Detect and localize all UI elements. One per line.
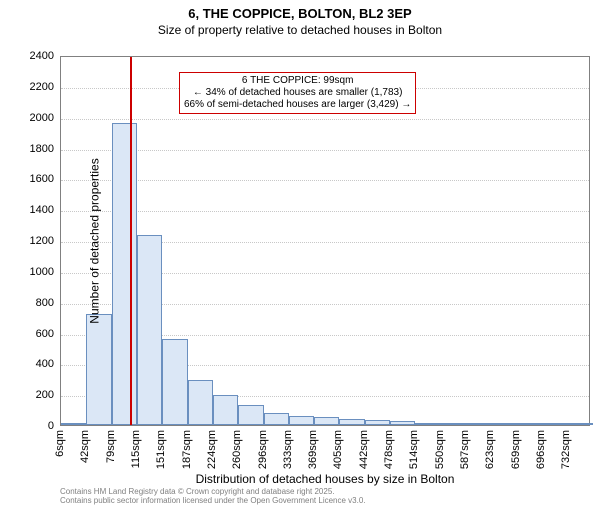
x-tick-label: 442sqm [358, 430, 370, 469]
y-tick-label: 1400 [14, 204, 54, 216]
x-tick-label: 659sqm [510, 430, 522, 469]
x-tick-label: 732sqm [560, 430, 572, 469]
histogram-bar [314, 417, 339, 425]
y-tick-label: 1800 [14, 143, 54, 155]
y-tick-label: 600 [14, 328, 54, 340]
histogram-bar [517, 423, 542, 425]
plot-box: 6 THE COPPICE: 99sqm← 34% of detached ho… [60, 56, 590, 426]
x-tick-label: 587sqm [459, 430, 471, 469]
histogram-bar [112, 123, 137, 425]
x-tick-label: 478sqm [383, 430, 395, 469]
x-tick-label: 6sqm [54, 430, 66, 457]
histogram-bar [441, 423, 466, 425]
y-tick-label: 400 [14, 358, 54, 370]
histogram-bar [238, 405, 263, 425]
grid-line [61, 211, 589, 212]
annotation-line: 66% of semi-detached houses are larger (… [184, 99, 411, 111]
histogram-bar [339, 419, 364, 425]
histogram-bar [264, 413, 289, 425]
y-axis-label: Number of detached properties [88, 158, 102, 323]
histogram-bar [466, 423, 491, 425]
histogram-bar [390, 421, 415, 425]
x-tick-label: 405sqm [332, 430, 344, 469]
histogram-bar [61, 423, 86, 425]
y-tick-label: 800 [14, 297, 54, 309]
x-tick-label: 187sqm [181, 430, 193, 469]
histogram-bar [567, 423, 592, 425]
y-tick-label: 2200 [14, 81, 54, 93]
reference-line [130, 57, 132, 425]
x-tick-label: 296sqm [257, 430, 269, 469]
x-tick-label: 151sqm [155, 430, 167, 469]
x-axis-label: Distribution of detached houses by size … [196, 472, 455, 486]
x-tick-label: 42sqm [79, 430, 91, 463]
x-tick-label: 550sqm [434, 430, 446, 469]
y-tick-label: 1000 [14, 266, 54, 278]
histogram-bar [289, 416, 314, 425]
histogram-bar [491, 423, 516, 425]
grid-line [61, 180, 589, 181]
annotation-title: 6 THE COPPICE: 99sqm [184, 75, 411, 87]
y-tick-label: 0 [14, 420, 54, 432]
x-tick-label: 696sqm [535, 430, 547, 469]
grid-line [61, 119, 589, 120]
histogram-bar [213, 395, 238, 425]
y-tick-label: 1600 [14, 173, 54, 185]
x-tick-label: 333sqm [282, 430, 294, 469]
y-tick-label: 200 [14, 389, 54, 401]
annotation-box: 6 THE COPPICE: 99sqm← 34% of detached ho… [179, 72, 416, 114]
annotation-line: ← 34% of detached houses are smaller (1,… [184, 87, 411, 99]
y-tick-label: 2400 [14, 50, 54, 62]
histogram-bar [188, 380, 213, 425]
chart-title: 6, THE COPPICE, BOLTON, BL2 3EP [0, 6, 600, 21]
y-tick-label: 1200 [14, 235, 54, 247]
plot-area: 6 THE COPPICE: 99sqm← 34% of detached ho… [60, 56, 590, 426]
footer-line: Contains public sector information licen… [60, 497, 366, 506]
y-tick-label: 2000 [14, 112, 54, 124]
chart-footer: Contains HM Land Registry data © Crown c… [60, 488, 366, 506]
x-tick-label: 514sqm [408, 430, 420, 469]
histogram-bar [365, 420, 390, 425]
histogram-bar [162, 339, 187, 425]
chart-subtitle: Size of property relative to detached ho… [0, 23, 600, 37]
grid-line [61, 150, 589, 151]
x-tick-label: 224sqm [206, 430, 218, 469]
x-tick-label: 369sqm [307, 430, 319, 469]
x-tick-label: 115sqm [130, 430, 142, 468]
histogram-bar [137, 235, 162, 425]
x-tick-label: 79sqm [105, 430, 117, 463]
x-tick-label: 623sqm [484, 430, 496, 469]
histogram-bar [415, 423, 440, 425]
x-tick-label: 260sqm [231, 430, 243, 469]
chart-container: 6, THE COPPICE, BOLTON, BL2 3EP Size of … [0, 6, 600, 506]
histogram-bar [86, 314, 111, 425]
histogram-bar [542, 423, 567, 425]
